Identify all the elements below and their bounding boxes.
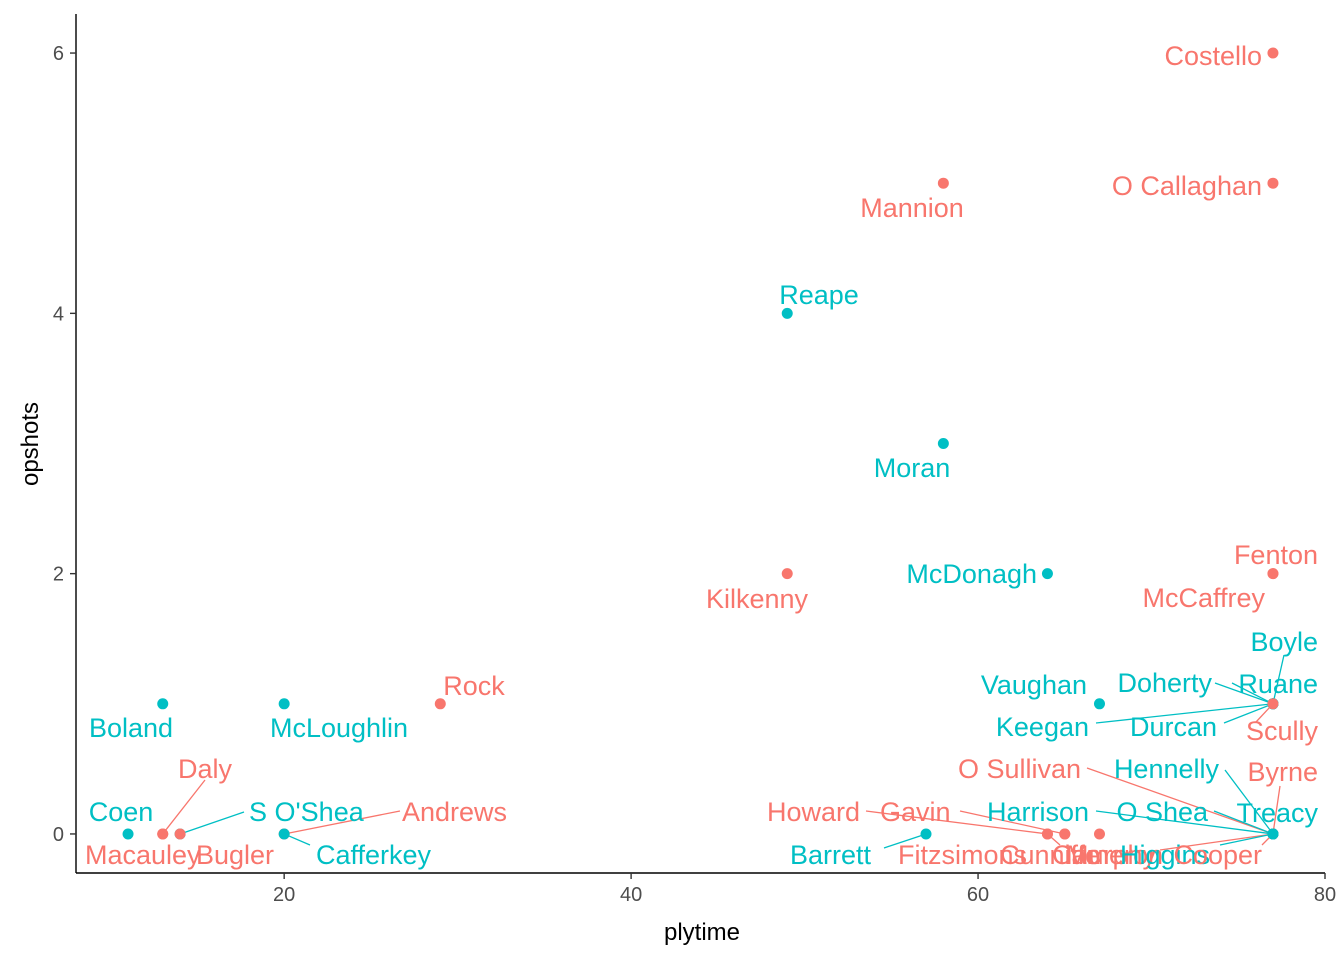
data-point — [1059, 828, 1071, 840]
label-connector — [1086, 767, 1274, 835]
data-point — [937, 438, 949, 449]
point-label: O Shea — [1116, 797, 1209, 827]
x-tick-label: 20 — [273, 884, 295, 906]
data-point — [920, 828, 932, 840]
data-point — [157, 698, 169, 710]
point-label: McDonagh — [906, 559, 1037, 589]
point-label: Rock — [443, 671, 505, 701]
data-point — [157, 828, 169, 840]
data-point — [278, 828, 290, 840]
label-connector — [1214, 682, 1274, 705]
label-connectors — [162, 654, 1285, 851]
x-axis-title: plytime — [664, 919, 740, 946]
y-tick-label: 2 — [53, 564, 64, 586]
point-label: McLoughlin — [270, 713, 408, 743]
label-connector — [284, 810, 401, 835]
data-point — [781, 568, 793, 580]
x-tick-label: 40 — [620, 884, 642, 906]
data-point — [278, 698, 290, 710]
data-point — [434, 698, 446, 710]
label-connector — [1095, 703, 1274, 724]
point-label: Howard — [767, 797, 860, 827]
point-label: Byrne — [1247, 757, 1318, 787]
point-label: O Sullivan — [958, 754, 1081, 784]
point-label: Moran — [874, 453, 951, 483]
point-label: S O'Shea — [249, 797, 365, 827]
point-label: Scully — [1246, 716, 1319, 746]
label-connector — [1219, 833, 1274, 846]
point-label: Durcan — [1130, 712, 1217, 742]
point-label: Costello — [1164, 41, 1262, 71]
point-label: Boland — [89, 713, 173, 743]
y-tick-label: 0 — [53, 824, 64, 846]
point-label: Gavin — [880, 797, 951, 827]
data-point — [1267, 47, 1279, 59]
point-label: Cafferkey — [316, 840, 432, 870]
point-label: Vaughan — [981, 670, 1087, 700]
point-label: Fitzsimons — [898, 840, 1027, 870]
point-label: Ruane — [1238, 669, 1318, 699]
label-connector — [883, 833, 927, 849]
y-tick-label: 6 — [53, 43, 64, 65]
data-point — [174, 828, 186, 840]
label-connector — [1213, 810, 1274, 835]
point-label: Andrews — [402, 797, 507, 827]
data-point — [1267, 568, 1279, 580]
point-label: Higgins — [1120, 840, 1210, 870]
data-point — [781, 307, 793, 319]
data-point — [1093, 828, 1105, 840]
point-label: O Callaghan — [1112, 171, 1262, 201]
data-point — [1093, 698, 1105, 710]
data-point — [937, 177, 949, 189]
point-label: McCaffrey — [1142, 583, 1265, 613]
label-connector — [1224, 769, 1274, 835]
point-label: Fenton — [1234, 540, 1318, 570]
axes: 20 40 60 80 0 2 4 6 — [53, 14, 1336, 906]
data-point — [1041, 568, 1053, 580]
label-connector — [179, 811, 245, 835]
point-label: Bugler — [196, 840, 274, 870]
point-label: Cooper — [1173, 840, 1262, 870]
point-label: Barrett — [790, 840, 872, 870]
data-points — [122, 47, 1279, 840]
point-label: Mannion — [860, 193, 964, 223]
data-point — [122, 828, 134, 840]
data-point — [1041, 828, 1053, 840]
y-tick-label: 4 — [53, 303, 64, 325]
point-label: Daly — [178, 754, 233, 784]
point-labels: Costello O Callaghan Mannion Reape Moran Kilk… — [85, 41, 1318, 870]
data-point — [1267, 177, 1279, 189]
label-connector — [1231, 682, 1274, 705]
label-connector — [1223, 703, 1274, 724]
label-connector — [1095, 810, 1274, 835]
point-label: Boyle — [1250, 627, 1318, 657]
point-label: Macauley — [85, 840, 201, 870]
data-point — [1267, 698, 1279, 710]
point-label: Reape — [779, 280, 859, 310]
point-label: Murphy — [1066, 840, 1157, 870]
label-connector — [1272, 785, 1281, 835]
point-label: Doherty — [1117, 668, 1212, 698]
point-label: Harrison — [987, 797, 1089, 827]
data-point — [1267, 828, 1279, 840]
point-label: Treacy — [1236, 798, 1318, 828]
point-label: Hennelly — [1114, 754, 1220, 784]
point-label: Keegan — [996, 712, 1089, 742]
point-label: Kilkenny — [706, 584, 809, 614]
label-connector — [865, 810, 1048, 835]
point-label: Cameron — [1052, 840, 1163, 870]
label-connector — [162, 779, 206, 835]
point-label: Cunniffe — [1000, 840, 1100, 870]
label-connector — [1159, 833, 1274, 851]
point-label: Coen — [89, 797, 154, 827]
x-tick-label: 80 — [1314, 884, 1336, 906]
x-tick-label: 60 — [967, 884, 989, 906]
label-connector — [1272, 654, 1285, 704]
y-axis-title: opshots — [17, 402, 44, 486]
